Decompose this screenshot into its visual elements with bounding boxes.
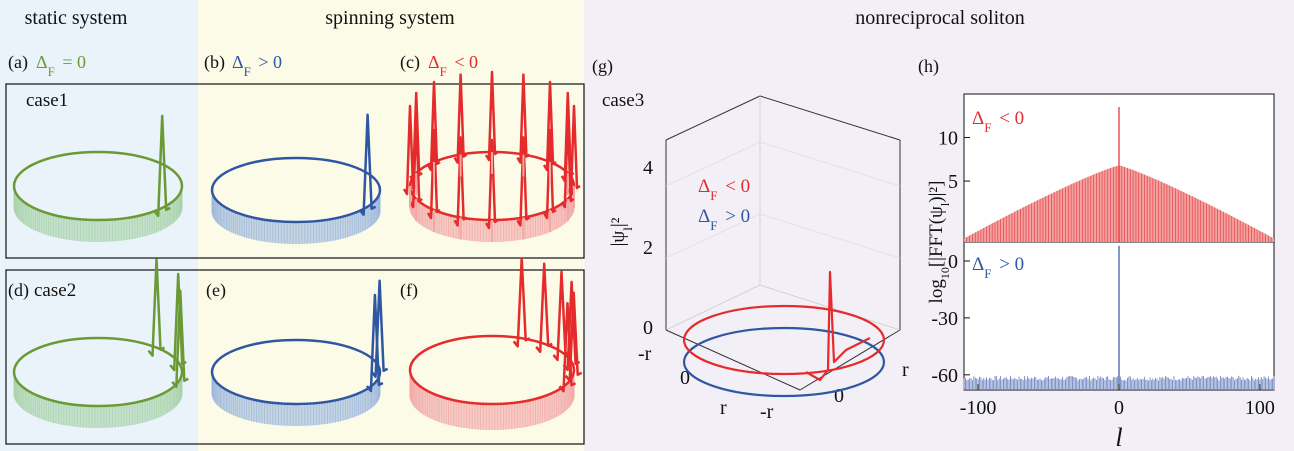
panel-label-g: (g) bbox=[592, 56, 613, 77]
g-ytick-zero: 0 bbox=[680, 367, 690, 389]
ring-baseline bbox=[408, 334, 576, 406]
h-xtick: -100 bbox=[960, 397, 997, 419]
header-static: static system bbox=[25, 7, 128, 29]
soliton-peak bbox=[171, 289, 189, 389]
h-top-ytick: 5 bbox=[948, 171, 958, 193]
soliton-peak bbox=[542, 128, 557, 220]
case2-box bbox=[5, 269, 585, 445]
g-ring-negative bbox=[682, 304, 886, 376]
panel-label-b: (b) bbox=[204, 52, 225, 73]
soliton-peak bbox=[409, 91, 423, 183]
soliton-peak bbox=[516, 136, 531, 227]
g-xtick-neg: -r bbox=[760, 401, 774, 423]
soliton-peak bbox=[426, 80, 441, 172]
h-top-ytick: 10 bbox=[938, 128, 958, 150]
ring-plot bbox=[210, 113, 382, 244]
g-xtick-zero: 0 bbox=[834, 385, 844, 407]
h-xtick: 0 bbox=[1114, 397, 1124, 419]
header-nonreciprocal: nonreciprocal soliton bbox=[855, 7, 1024, 29]
panel-label-a: (a) bbox=[8, 52, 28, 73]
soliton-peak bbox=[564, 291, 583, 382]
soliton-peak bbox=[484, 70, 499, 162]
h-bottom-ytick: -30 bbox=[931, 308, 958, 330]
panel-label-c: (c) bbox=[400, 52, 420, 73]
soliton-peak bbox=[358, 113, 377, 216]
case3-label: case3 bbox=[602, 90, 644, 111]
g-ytick-neg: -r bbox=[638, 343, 652, 365]
g-soliton-rings bbox=[682, 270, 886, 398]
soliton-peak bbox=[370, 279, 389, 379]
soliton-peak bbox=[453, 73, 468, 164]
ring-baseline bbox=[210, 156, 382, 224]
panel-label-f: (f) bbox=[400, 280, 418, 301]
g-ytick-pos: r bbox=[720, 397, 727, 419]
soliton-peak bbox=[402, 104, 417, 196]
ring-plots bbox=[12, 70, 583, 430]
case1-label: case1 bbox=[26, 90, 68, 111]
soliton-peak bbox=[147, 258, 166, 357]
h-bottom-bars bbox=[963, 245, 1275, 390]
soliton-peak bbox=[516, 73, 531, 164]
soliton-peak bbox=[512, 257, 531, 348]
ring-plot bbox=[408, 257, 583, 430]
h-bottom-ytick: -60 bbox=[931, 365, 958, 387]
panel-label-h: (h) bbox=[918, 56, 939, 77]
g-ztick-2: 2 bbox=[643, 237, 653, 259]
g-xtick-pos: r bbox=[902, 359, 909, 381]
ring-plot bbox=[402, 70, 581, 242]
panel-label-d: (d) bbox=[8, 280, 29, 301]
case1-box bbox=[5, 83, 585, 259]
case2-label: case2 bbox=[34, 280, 76, 301]
soliton-peak bbox=[169, 272, 187, 372]
h-xtick: 100 bbox=[1245, 397, 1275, 419]
ring-baseline bbox=[12, 336, 184, 408]
g-soliton-peak bbox=[805, 270, 871, 382]
g-ztick-0: 0 bbox=[643, 317, 653, 339]
soliton-peak bbox=[558, 301, 577, 393]
soliton-peak bbox=[484, 138, 499, 230]
ring-plot bbox=[12, 258, 189, 428]
h-top-bars bbox=[964, 107, 1274, 242]
soliton-peak bbox=[365, 293, 384, 393]
soliton-peak bbox=[426, 128, 441, 220]
soliton-peak bbox=[562, 280, 581, 372]
panel-label-e: (e) bbox=[206, 280, 226, 301]
ring-plot bbox=[210, 279, 389, 426]
g-ring-positive bbox=[682, 326, 886, 398]
panel-h-spectrum: 510-60-300-100 0 100 ΔF < 0 ΔF > 0 log10[|… bbox=[926, 93, 1275, 451]
ring-baseline bbox=[210, 338, 382, 406]
h-bottom-ytick: 0 bbox=[948, 251, 958, 273]
header-spinning: spinning system bbox=[325, 7, 455, 29]
soliton-peak bbox=[153, 114, 171, 218]
soliton-peak bbox=[552, 270, 571, 362]
soliton-peak bbox=[560, 91, 575, 183]
soliton-peak bbox=[535, 262, 553, 354]
soliton-peak bbox=[542, 80, 557, 172]
ring-plot bbox=[12, 114, 184, 242]
h-ticks: 5 10 -60 -30 0 -100 0 100 bbox=[931, 128, 1275, 419]
h-xlabel: l bbox=[1115, 423, 1122, 451]
g-ztick-4: 4 bbox=[643, 157, 653, 179]
ring-baseline bbox=[12, 150, 184, 222]
soliton-peak bbox=[453, 136, 468, 227]
